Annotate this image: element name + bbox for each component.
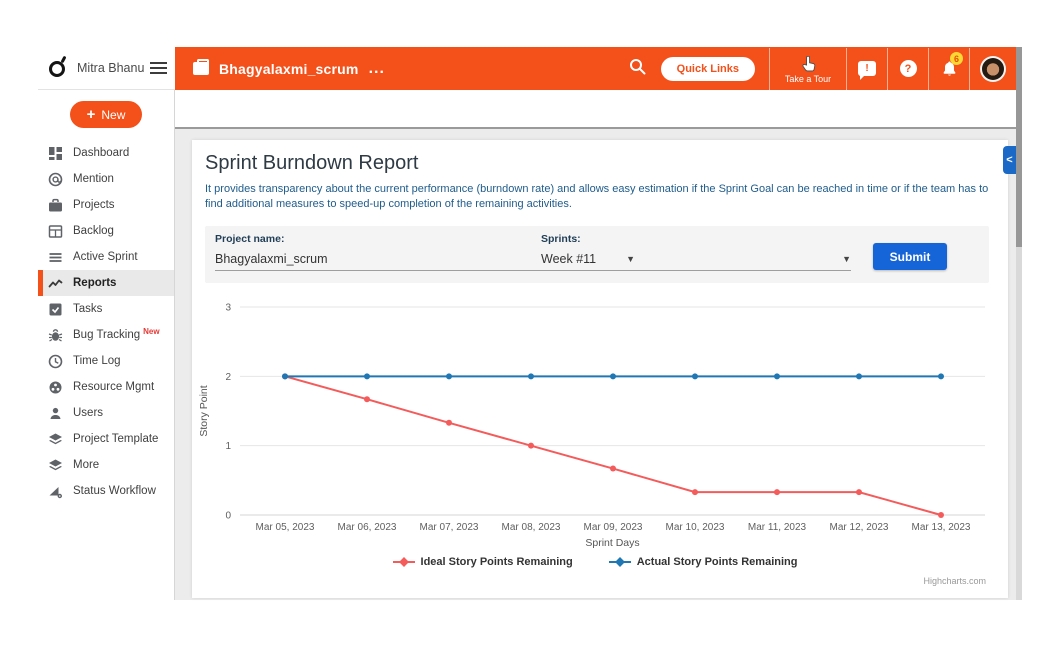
svg-text:Mar 06, 2023: Mar 06, 2023	[338, 522, 397, 533]
legend-marker-icon	[392, 557, 415, 567]
top-header: Bhagyalaxmi_scrum ... Quick Links Take a…	[175, 47, 1016, 90]
sidebar-item-project-template[interactable]: Project Template	[38, 426, 174, 452]
burndown-chart-svg: 0 1 2 3 Mar 05, 2023 Mar 06, 2023 Mar 07, 2023…	[198, 303, 985, 549]
sidebar-item-users[interactable]: Users	[38, 400, 174, 426]
svg-text:Mar 07, 2023: Mar 07, 2023	[420, 522, 479, 533]
svg-text:Mar 10, 2023: Mar 10, 2023	[666, 522, 725, 533]
svg-text:Mar 09, 2023: Mar 09, 2023	[584, 522, 643, 533]
legend-item-ideal[interactable]: Ideal Story Points Remaining	[392, 556, 573, 568]
collapse-panel-tab[interactable]: <	[1003, 146, 1016, 174]
page-title: Sprint Burndown Report	[205, 152, 419, 174]
project-more-menu[interactable]: ...	[368, 59, 385, 77]
layers-icon	[48, 458, 63, 473]
scrollbar-thumb[interactable]	[1016, 47, 1022, 247]
list-lines-icon	[48, 250, 63, 265]
svg-text:Mar 05, 2023: Mar 05, 2023	[256, 522, 315, 533]
svg-text:Mar 12, 2023: Mar 12, 2023	[830, 522, 889, 533]
chevron-down-icon: ▼	[626, 254, 635, 264]
help-icon[interactable]: ?	[888, 47, 928, 90]
svg-text:Story Point: Story Point	[198, 385, 210, 436]
filter-panel: Project name: Bhagyalaxmi_scrum ▼ Sprint…	[205, 226, 989, 283]
orangescrum-logo-icon[interactable]	[48, 55, 70, 79]
sidebar-item-dashboard[interactable]: Dashboard	[38, 140, 174, 166]
sidebar-item-resource-mgmt[interactable]: Resource Mgmt	[38, 374, 174, 400]
clock-icon	[48, 354, 63, 369]
quick-links-button[interactable]: Quick Links	[660, 56, 755, 81]
brand-bar: Mitra Bhanu	[38, 47, 175, 90]
sidebar-item-status-workflow[interactable]: Status Workflow	[38, 478, 174, 504]
burndown-chart: 0 1 2 3 Mar 05, 2023 Mar 06, 2023 Mar 07, 2023…	[197, 295, 993, 551]
sprints-label: Sprints:	[541, 233, 581, 245]
submit-button[interactable]: Submit	[873, 243, 947, 270]
secondary-toolbar	[175, 90, 1016, 129]
plus-icon: +	[86, 105, 96, 123]
layers-icon	[48, 432, 63, 447]
legend-marker-icon	[608, 557, 631, 567]
take-a-tour-button[interactable]: Take a Tour	[770, 54, 846, 84]
sidebar: + New Dashboard Mention Projects Backlog…	[38, 90, 175, 600]
highcharts-credits: Highcharts.com	[923, 576, 986, 586]
svg-text:1: 1	[225, 441, 231, 452]
feedback-chat-icon[interactable]: !	[847, 47, 887, 90]
checkbox-icon	[48, 302, 63, 317]
sidebar-item-tasks[interactable]: Tasks	[38, 296, 174, 322]
report-description: It provides transparency about the curre…	[205, 183, 989, 210]
legend-item-actual[interactable]: Actual Story Points Remaining	[608, 556, 797, 568]
sidebar-item-time-log[interactable]: Time Log	[38, 348, 174, 374]
project-title: Bhagyalaxmi_scrum	[219, 60, 359, 77]
briefcase-icon	[193, 59, 209, 75]
divider	[769, 47, 770, 90]
briefcase-icon	[48, 198, 63, 213]
chevron-down-icon: ▼	[842, 254, 851, 264]
notifications-bell-icon[interactable]: 6	[929, 47, 969, 90]
hand-cursor-icon	[801, 55, 815, 71]
chart-legend: Ideal Story Points Remaining Actual Stor…	[197, 556, 993, 568]
sidebar-item-reports[interactable]: Reports	[38, 270, 174, 296]
dashboard-grid-icon	[48, 146, 63, 161]
report-card: Sprint Burndown Report It provides trans…	[192, 140, 1008, 598]
svg-text:Sprint Days: Sprint Days	[585, 537, 639, 549]
sidebar-item-backlog[interactable]: Backlog	[38, 218, 174, 244]
take-a-tour-label: Take a Tour	[784, 73, 832, 84]
divider	[928, 47, 929, 90]
svg-text:0: 0	[225, 511, 231, 522]
at-sign-icon	[48, 172, 63, 187]
line-chart-icon	[48, 276, 63, 291]
bug-icon	[48, 328, 63, 343]
notification-count-badge: 6	[950, 52, 963, 65]
svg-text:Mar 13, 2023: Mar 13, 2023	[912, 522, 971, 533]
svg-text:3: 3	[225, 303, 231, 314]
svg-text:Mar 11, 2023: Mar 11, 2023	[748, 522, 807, 533]
user-avatar[interactable]	[970, 47, 1016, 90]
workspace-name: Mitra Bhanu	[77, 61, 145, 75]
sidebar-item-bug-tracking[interactable]: Bug Tracking New	[38, 322, 174, 348]
project-select[interactable]: Bhagyalaxmi_scrum ▼	[215, 252, 635, 271]
sprint-select[interactable]: Week #11 ▼	[541, 252, 851, 271]
scrollbar-track[interactable]	[1016, 47, 1022, 600]
svg-text:2: 2	[225, 372, 231, 383]
new-button[interactable]: + New	[70, 101, 142, 128]
divider	[846, 47, 847, 90]
person-icon	[48, 406, 63, 421]
sidebar-item-more[interactable]: More	[38, 452, 174, 478]
divider	[969, 47, 970, 90]
sidebar-item-projects[interactable]: Projects	[38, 192, 174, 218]
svg-text:Mar 08, 2023: Mar 08, 2023	[502, 522, 561, 533]
workflow-gear-icon	[48, 484, 63, 499]
sidebar-item-active-sprint[interactable]: Active Sprint	[38, 244, 174, 270]
sidebar-item-mention[interactable]: Mention	[38, 166, 174, 192]
divider	[887, 47, 888, 90]
hamburger-menu-icon[interactable]	[150, 59, 167, 77]
resource-pie-icon	[48, 380, 63, 395]
backlog-table-icon	[48, 224, 63, 239]
project-name-label: Project name:	[215, 233, 285, 245]
new-feature-badge: New	[143, 326, 160, 336]
search-icon[interactable]	[619, 58, 657, 80]
